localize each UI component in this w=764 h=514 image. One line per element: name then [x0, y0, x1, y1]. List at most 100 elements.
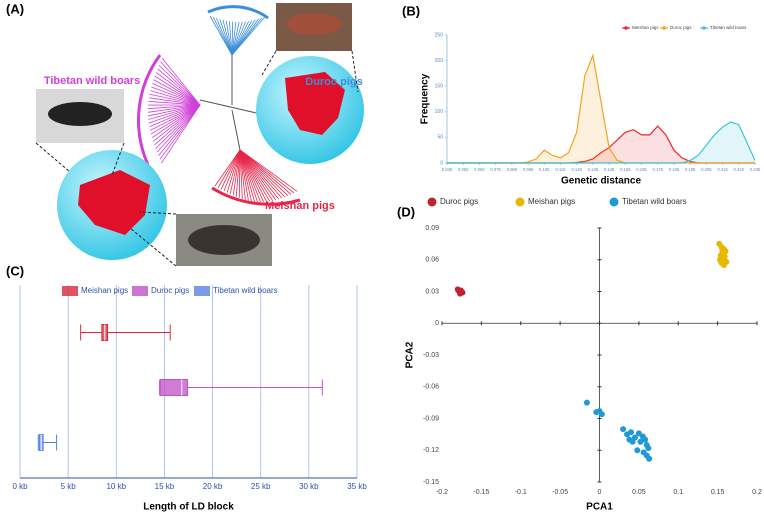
clade-arc [211, 186, 301, 206]
legend-label: Tibetan wild boars [622, 197, 687, 206]
tree-branch [216, 17, 233, 56]
x-tick-label: 0.075 [490, 167, 501, 172]
photo-content [286, 13, 342, 35]
x-tick-label: 0.195 [685, 167, 696, 172]
tree-branch [239, 149, 298, 192]
tree-branch [219, 18, 233, 56]
tree-branch [239, 149, 277, 201]
x-tick-label: 0.155 [620, 167, 631, 172]
tree-branch [150, 104, 201, 135]
point [583, 399, 590, 406]
y-tick-label: -0.06 [423, 384, 439, 391]
tree-branch [231, 21, 237, 56]
tree-branch [152, 82, 201, 106]
x-tick-label: 0.055 [458, 167, 469, 172]
x-tick-label: 0.145 [604, 167, 615, 172]
tree-branch [149, 104, 201, 128]
y-tick-label: -0.12 [423, 447, 439, 454]
tree-branch [239, 149, 249, 201]
legend-swatch [624, 26, 628, 30]
tree-branch [152, 104, 201, 142]
x-tick-label: 0.165 [636, 167, 647, 172]
tree-branch [148, 101, 201, 106]
legend-label: Duroc pigs [440, 197, 478, 206]
x-tick-label: -0.1 [515, 489, 527, 496]
x-axis-label: Length of LD block [143, 502, 234, 513]
x-tick-label: 5 kb [61, 482, 77, 491]
tree-branch [155, 104, 201, 149]
y-axis-label: PCA2 [405, 341, 416, 368]
x-tick-label: 0 kb [12, 482, 28, 491]
tree-branch [160, 61, 201, 106]
x-tick-label: 0.2 [752, 489, 762, 496]
tree-branch [229, 149, 241, 195]
tree-branch [231, 21, 243, 56]
line [447, 121, 756, 164]
x-tick-label: 0.215 [717, 167, 728, 172]
tree-branch [239, 149, 280, 200]
tree-branch [231, 21, 234, 56]
point [720, 262, 727, 269]
x-tick-label: 0.15 [711, 489, 725, 496]
legend-label: Meishan pigs [528, 197, 575, 206]
point [620, 426, 627, 433]
area [447, 126, 755, 163]
tree [147, 15, 298, 203]
tree-branch [239, 149, 261, 203]
tree-branch [161, 104, 201, 164]
tree-branch [214, 149, 241, 187]
y-axis-label: Frequency [420, 73, 431, 124]
tree-branch [149, 93, 201, 106]
y-tick-label: 0 [440, 160, 443, 166]
point [598, 411, 605, 418]
legend-swatch [427, 197, 437, 207]
x-tick-label: 0.095 [523, 167, 534, 172]
legend-label: Duroc pigs [151, 286, 189, 295]
tree-branch [217, 149, 241, 188]
tree-branch [223, 149, 241, 192]
x-tick-label: 30 kb [299, 482, 319, 491]
legend-label: Duroc pigs [670, 25, 692, 30]
x-tick-label: 25 kb [251, 482, 271, 491]
tree-branch [148, 104, 201, 124]
x-axis-label: Genetic distance [561, 176, 641, 187]
tree-branch [239, 149, 264, 203]
tree-branch [231, 16, 266, 56]
clade-arc [207, 5, 269, 20]
tree-branch [220, 149, 241, 190]
tree-branch [151, 86, 201, 106]
y-tick-label: 0 [435, 320, 439, 327]
x-tick-label: 0.135 [588, 167, 599, 172]
x-tick-label: 10 kb [106, 482, 126, 491]
tree-branch [199, 99, 266, 116]
x-tick-label: 0.05 [632, 489, 646, 496]
tree-branch [235, 149, 241, 197]
x-tick-label: 0.105 [539, 167, 550, 172]
x-tick-label: 15 kb [155, 482, 175, 491]
point [629, 438, 636, 445]
y-tick-label: -0.03 [423, 352, 439, 359]
x-tick-label: 0.225 [734, 167, 745, 172]
legend-swatch [515, 197, 525, 207]
point [646, 455, 653, 462]
tree-branch [155, 72, 201, 106]
map-region [78, 170, 150, 235]
x-tick-label: 0.235 [750, 167, 761, 172]
legend-swatch [609, 197, 619, 207]
tree-branch [153, 79, 201, 106]
x-tick-label: -0.2 [436, 489, 448, 496]
legend-swatch [62, 286, 78, 296]
point [637, 438, 644, 445]
tree-branch [148, 104, 201, 120]
tree-branch [157, 68, 201, 106]
tree-branch [148, 104, 201, 110]
x-tick-label: 0.065 [474, 167, 485, 172]
connector-lines [35, 50, 359, 267]
y-tick-label: 100 [435, 109, 444, 115]
tree-branch [229, 21, 233, 56]
y-tick-label: 0.03 [425, 288, 439, 295]
point [634, 447, 641, 454]
legend-swatch [702, 26, 706, 30]
point [642, 436, 649, 443]
tree-branch [239, 149, 292, 195]
